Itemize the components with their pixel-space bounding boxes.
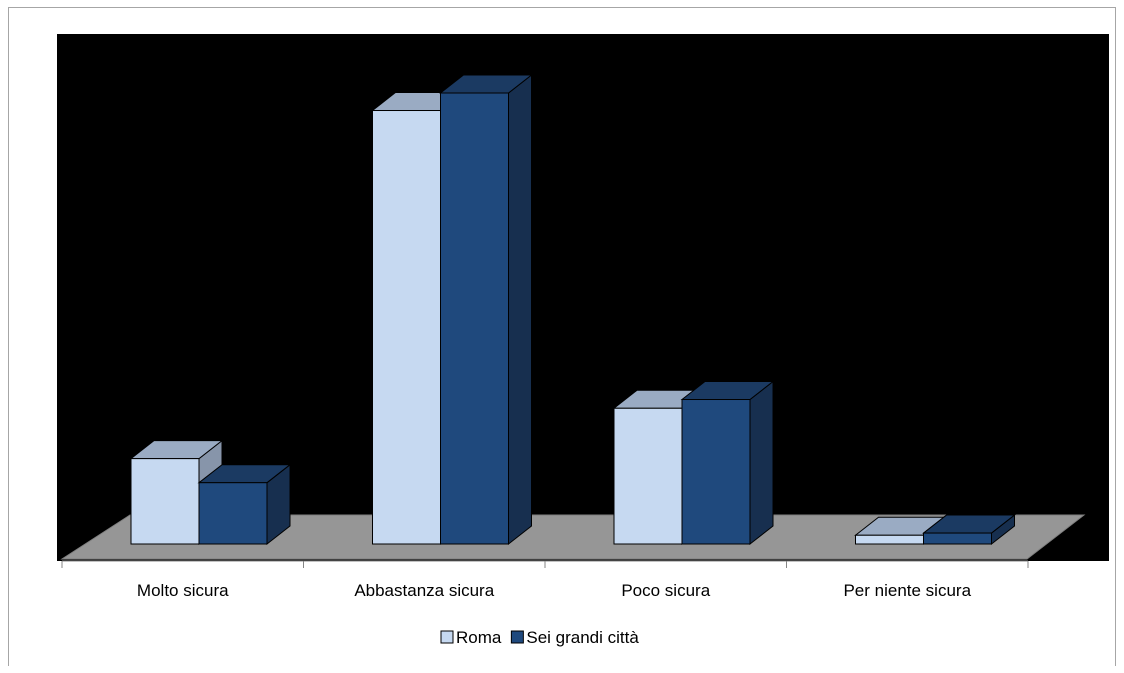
x-label-poco-sicura: Poco sicura <box>621 581 710 600</box>
bar-front <box>372 110 441 545</box>
legend-label: Roma <box>456 628 502 647</box>
x-axis-labels: Molto sicura Abbastanza sicura Poco sicura… <box>137 581 972 600</box>
bar-front <box>681 399 751 545</box>
bar-roma-molto-sicura <box>129 439 224 546</box>
bar-front <box>198 482 268 545</box>
bar-front <box>613 407 683 545</box>
x-axis-ticks <box>61 561 1029 568</box>
bar-front <box>923 532 992 545</box>
legend-label: Sei grandi città <box>526 628 639 647</box>
chart-frame <box>8 7 1116 666</box>
x-label-per-niente-sicura: Per niente sicura <box>843 581 971 600</box>
legend-swatch <box>440 630 454 644</box>
bar-side <box>749 380 774 546</box>
bar-front <box>440 92 509 545</box>
bar-sei-grandi-citt-poco-sicura <box>680 380 775 546</box>
bar-front <box>855 534 924 545</box>
x-label-molto-sicura: Molto sicura <box>137 581 229 600</box>
legend-item-sei-grandi-citt: Sei grandi città <box>510 628 639 647</box>
legend: Roma Sei grandi città <box>440 628 639 647</box>
bar-side <box>508 73 532 546</box>
bar-sei-grandi-citt-molto-sicura <box>197 463 292 546</box>
bar-sei-grandi-citt-per-niente-sicura <box>922 514 1016 546</box>
legend-item-roma: Roma <box>440 628 502 647</box>
bar-sei-grandi-citt-abbastanza-sicura <box>439 73 533 546</box>
chart-floor <box>60 514 1086 560</box>
legend-swatch <box>510 630 524 644</box>
bar-front <box>130 458 200 545</box>
x-label-abbastanza-sicura: Abbastanza sicura <box>354 581 494 600</box>
bars-group <box>129 73 1016 546</box>
